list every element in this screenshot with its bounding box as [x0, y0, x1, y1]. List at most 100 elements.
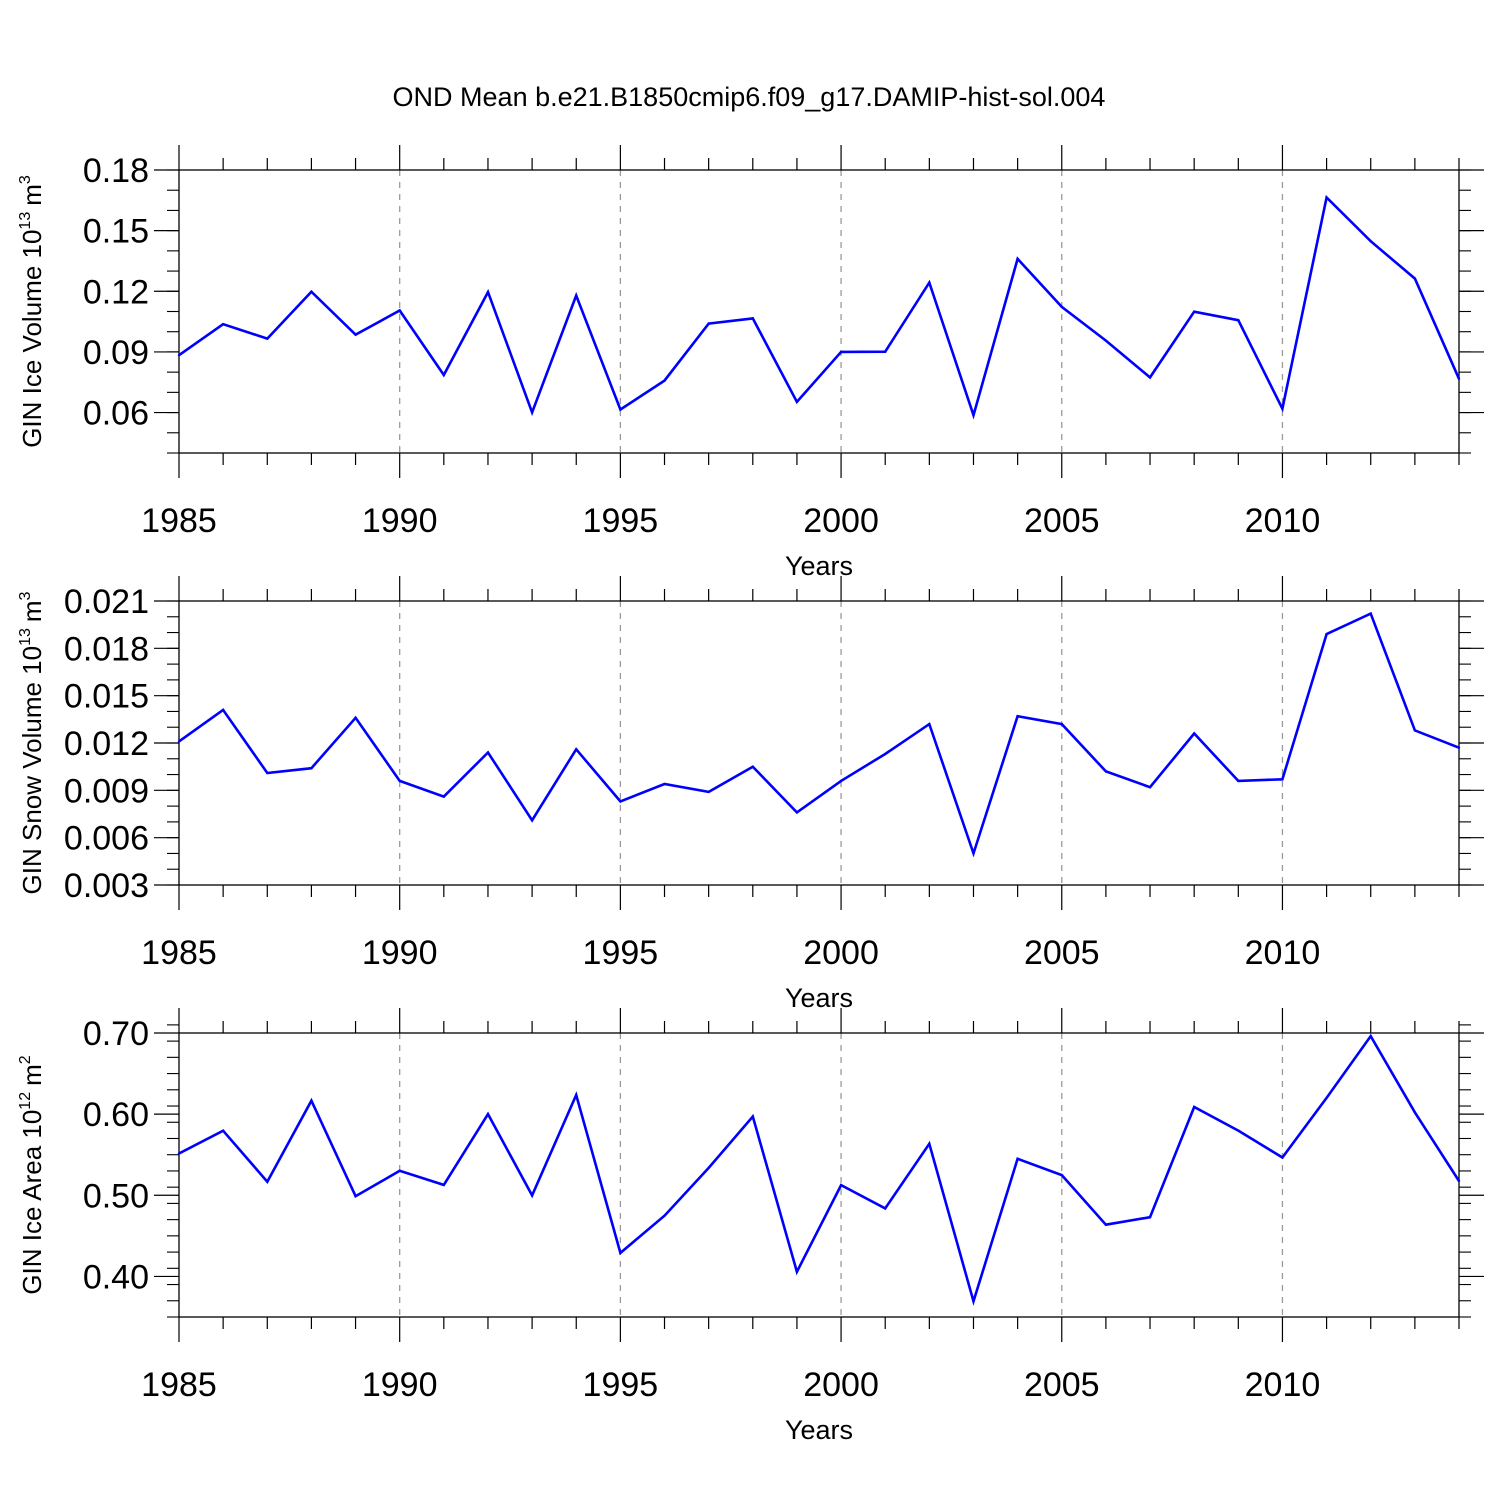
- data-point: [839, 350, 843, 354]
- x-tick-label: 1995: [583, 1366, 659, 1404]
- x-tick-label: 1985: [141, 502, 217, 540]
- x-tick-label: 1995: [583, 502, 659, 540]
- y-axis-label-unit: m: [17, 184, 47, 206]
- data-point: [354, 1194, 357, 1198]
- data-point: [795, 400, 799, 404]
- y-tick-label: 0.003: [64, 867, 149, 905]
- data-point: [1192, 310, 1196, 313]
- data-point: [486, 290, 490, 294]
- data-point: [310, 290, 313, 293]
- y-tick-label: 0.015: [64, 678, 149, 716]
- data-point: [884, 752, 887, 756]
- data-point: [398, 1169, 401, 1172]
- y-tick-label: 0.009: [64, 772, 149, 810]
- y-tick-label: 0.70: [83, 1015, 149, 1053]
- y-tick-label: 0.018: [64, 630, 149, 668]
- data-point: [751, 1115, 754, 1118]
- y-tick-label: 0.50: [83, 1177, 149, 1215]
- data-point: [1457, 377, 1461, 381]
- data-point: [398, 779, 401, 783]
- data-point: [575, 1093, 578, 1097]
- data-point: [1016, 714, 1019, 718]
- data-point: [1325, 632, 1328, 636]
- data-point: [1148, 785, 1152, 789]
- y-tick-label: 0.09: [83, 334, 149, 372]
- y-axis-label-text: GIN Snow Volume 10: [17, 646, 47, 895]
- y-tick-label: 0.18: [83, 152, 149, 190]
- data-point: [839, 779, 843, 783]
- y-axis-label-exponent: 13: [17, 212, 34, 230]
- y-tick-label: 0.012: [64, 725, 149, 763]
- x-tick-label: 1990: [362, 1366, 438, 1404]
- data-point: [928, 722, 931, 726]
- data-point: [795, 811, 799, 814]
- y-axis-label-unit-exponent: 2: [17, 1055, 34, 1064]
- data-point: [354, 333, 357, 336]
- data-point: [1060, 722, 1063, 726]
- data-point: [972, 413, 975, 417]
- data-point: [442, 795, 446, 798]
- data-point: [1325, 196, 1328, 199]
- data-point: [575, 294, 578, 297]
- y-tick-label: 0.60: [83, 1096, 149, 1134]
- data-point: [1016, 257, 1019, 261]
- x-tick-label: 2005: [1024, 1366, 1100, 1404]
- data-series-line: [178, 194, 1461, 420]
- y-axis-label: GIN Ice Area 1012 m2: [17, 1055, 47, 1294]
- data-point: [398, 309, 401, 312]
- data-point: [1369, 612, 1372, 615]
- data-point: [663, 782, 666, 786]
- data-point: [221, 323, 225, 326]
- x-tick-label: 2000: [803, 934, 879, 972]
- chart-panel-2: 0.003 0.006 0.009 0.012 0.015 0.018 0.021 1985 1…: [17, 576, 1484, 1013]
- data-point: [177, 353, 181, 357]
- data-point: [1281, 778, 1284, 781]
- data-point: [839, 1183, 843, 1187]
- data-point: [928, 281, 931, 284]
- data-point: [486, 1112, 490, 1116]
- x-tick-label: 1985: [141, 934, 217, 972]
- data-point: [1192, 732, 1196, 735]
- x-tick-label: 1995: [583, 934, 659, 972]
- data-point: [707, 322, 710, 325]
- x-tick-label: 2005: [1024, 934, 1100, 972]
- data-point: [1281, 407, 1284, 410]
- y-tick-label: 0.021: [64, 583, 149, 621]
- y-tick-label: 0.12: [83, 273, 149, 311]
- y-axis-label-unit-exponent: 3: [17, 175, 34, 184]
- data-point: [1104, 770, 1108, 773]
- data-series-line: [178, 1033, 1461, 1306]
- data-point: [1060, 305, 1063, 309]
- data-point: [310, 767, 313, 770]
- y-axis-label: GIN Snow Volume 1013 m3: [17, 591, 47, 894]
- data-point: [795, 1270, 799, 1274]
- data-point: [619, 408, 622, 411]
- data-point: [530, 819, 534, 822]
- y-axis-label-text: GIN Ice Area 10: [17, 1110, 47, 1295]
- data-point: [707, 1166, 710, 1170]
- data-point: [1148, 1215, 1152, 1219]
- chart-panel-3: 0.40 0.50 0.60 0.70 1985 1990 1995 2000 2005 2010…: [17, 1008, 1484, 1445]
- x-tick-label: 2000: [803, 1366, 879, 1404]
- y-axis-label-unit: m: [17, 1064, 47, 1086]
- data-point: [1237, 318, 1240, 322]
- chart-panel-1: 0.06 0.09 0.12 0.15 0.18 1985 1990 1995 2000 2005…: [17, 145, 1484, 581]
- data-point: [177, 1152, 181, 1155]
- x-tick-label: 1990: [362, 934, 438, 972]
- data-point: [530, 411, 534, 414]
- x-axis-label: Years: [785, 1415, 853, 1445]
- data-point: [972, 852, 975, 855]
- data-point: [1413, 729, 1417, 732]
- data-point: [310, 1099, 313, 1102]
- data-point: [442, 373, 446, 377]
- data-point: [354, 716, 357, 719]
- plot-frame: [178, 600, 1460, 886]
- data-point: [177, 740, 181, 743]
- x-tick-label: 2005: [1024, 502, 1100, 540]
- y-tick-label: 0.15: [83, 213, 149, 251]
- y-axis-label: GIN Ice Volume 1013 m3: [17, 175, 47, 448]
- data-point: [1016, 1157, 1019, 1160]
- data-point: [619, 1251, 622, 1255]
- x-tick-label: 2010: [1245, 934, 1321, 972]
